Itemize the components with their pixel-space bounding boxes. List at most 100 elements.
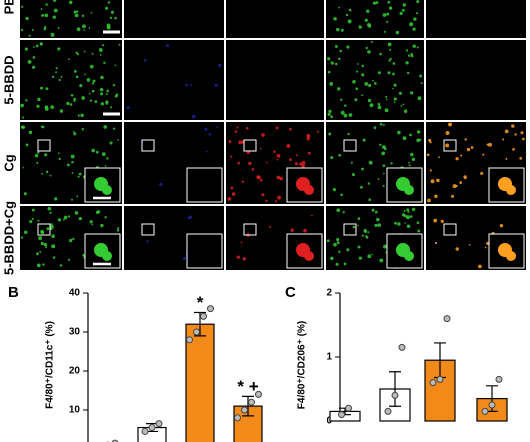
cell-signal	[68, 258, 71, 261]
cell-signal	[329, 82, 334, 86]
cell-signal	[106, 93, 108, 95]
cell-signal	[404, 222, 406, 224]
cell-signal	[73, 131, 75, 133]
cell-signal	[32, 65, 36, 69]
cell-signal	[448, 124, 451, 127]
cell-signal	[408, 164, 411, 167]
cell-signal	[377, 178, 380, 180]
cell-signal	[335, 262, 339, 266]
cell-signal	[316, 130, 319, 133]
cell-signal	[50, 32, 55, 37]
cell-signal	[346, 248, 350, 252]
cell-signal	[259, 147, 262, 150]
cell-signal	[110, 10, 115, 14]
cell-signal	[303, 228, 307, 233]
cell-signal	[214, 83, 218, 87]
cell-signal	[205, 150, 208, 153]
y-tick-label: 30	[69, 327, 81, 338]
cell-signal	[389, 57, 392, 60]
roi-box	[343, 139, 357, 152]
cell-signal	[416, 0, 420, 4]
cell-signal	[91, 223, 94, 226]
cell-signal	[357, 224, 359, 227]
cell-signal	[480, 171, 484, 175]
data-point	[241, 406, 248, 414]
cell-signal	[511, 124, 515, 128]
cell-signal	[438, 156, 441, 159]
cell-signal	[416, 221, 420, 225]
cell-signal	[416, 46, 419, 49]
cell-signal	[416, 138, 420, 143]
cell-signal	[82, 24, 86, 29]
cell-signal	[406, 71, 410, 75]
cell-signal	[117, 139, 119, 141]
cell-signal	[343, 113, 348, 118]
cell-signal	[434, 194, 438, 199]
cell-signal	[146, 240, 149, 243]
cell-signal	[106, 89, 109, 93]
micrograph	[226, 0, 324, 38]
cell-signal	[361, 73, 365, 77]
cell-signal	[354, 98, 358, 102]
cell-signal	[49, 211, 52, 214]
cell-signal	[397, 222, 401, 226]
cell-signal	[393, 83, 397, 87]
inset-cell	[102, 185, 112, 195]
cell-signal	[70, 93, 74, 97]
cell-signal	[392, 72, 395, 76]
cell-signal	[89, 99, 93, 102]
cell-signal	[29, 220, 33, 224]
cell-signal	[45, 87, 49, 91]
cell-signal	[412, 44, 416, 48]
cell-signal	[388, 59, 391, 62]
cell-signal	[410, 152, 414, 157]
cell-signal	[53, 8, 58, 13]
data-point	[155, 420, 163, 428]
cell-signal	[357, 217, 361, 220]
cell-signal	[330, 115, 334, 119]
cell-signal	[256, 175, 261, 180]
cell-signal	[338, 250, 341, 253]
cell-signal	[340, 28, 344, 32]
cell-signal	[36, 263, 41, 268]
cell-signal	[347, 132, 350, 136]
cell-signal	[379, 258, 384, 263]
cell-signal	[367, 98, 372, 103]
micrograph	[426, 40, 526, 120]
cell-signal	[338, 153, 342, 157]
cell-signal	[433, 218, 438, 223]
cell-signal	[328, 132, 332, 136]
roi-box	[243, 223, 257, 236]
cell-signal	[355, 70, 359, 73]
cell-signal	[382, 123, 385, 126]
cell-signal	[115, 93, 119, 96]
cell-signal	[89, 64, 94, 69]
cell-signal	[71, 160, 74, 164]
cell-signal	[392, 62, 396, 65]
cell-signal	[208, 132, 212, 136]
cell-signal	[374, 81, 377, 85]
cell-signal	[275, 126, 279, 130]
cell-signal	[381, 151, 386, 156]
cell-signal	[409, 133, 412, 137]
cell-signal	[419, 74, 423, 78]
cell-signal	[50, 105, 55, 109]
cell-signal	[76, 10, 79, 13]
y-tick-label: 40	[69, 288, 81, 299]
cell-signal	[38, 236, 43, 241]
cell-signal	[367, 182, 371, 185]
cell-signal	[113, 127, 116, 130]
cell-signal	[403, 210, 406, 212]
cell-signal	[216, 126, 219, 128]
cell-signal	[118, 43, 121, 46]
inset-cell	[506, 185, 516, 195]
cell-signal	[69, 103, 73, 106]
cell-signal	[41, 13, 45, 17]
error-bar	[389, 371, 401, 407]
cell-signal	[69, 0, 73, 5]
cell-signal	[204, 127, 208, 131]
data-point	[234, 414, 241, 422]
cell-signal	[306, 133, 311, 138]
cell-signal	[385, 98, 388, 101]
cell-signal	[82, 254, 85, 257]
